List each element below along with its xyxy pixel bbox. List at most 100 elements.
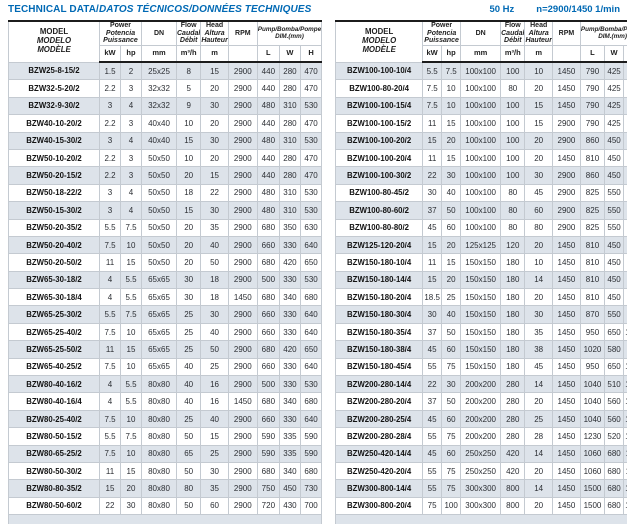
value-cell: 810 bbox=[579, 148, 606, 168]
value-cell: 2900 bbox=[227, 114, 258, 133]
table-row: BZW100-80-60/23750100x100806029008255508… bbox=[335, 201, 627, 220]
value-cell: 530 bbox=[299, 131, 323, 150]
value-cell: 100x100 bbox=[460, 183, 502, 203]
value-cell: 30 bbox=[175, 288, 202, 307]
value-cell: 280 bbox=[278, 61, 302, 81]
table-row: BZW80-50-30/2 11 15 80x80 50 30 2900 680 340 680 bbox=[8, 461, 323, 481]
value-cell: 1450 bbox=[551, 375, 581, 394]
model-cell: BZW50-15-30/2 bbox=[8, 201, 100, 220]
value-cell: 280 bbox=[500, 375, 526, 394]
value-cell: 30 bbox=[422, 305, 443, 324]
value-cell: 450 bbox=[604, 270, 625, 290]
model-cell: BZW32-9-30/2 bbox=[8, 96, 100, 116]
value-cell: 60 bbox=[441, 409, 462, 429]
value-cell: 640 bbox=[299, 409, 323, 429]
value-cell: 75 bbox=[441, 357, 462, 377]
value-cell: 1450 bbox=[551, 253, 581, 272]
model-cell: BZW200-280-25/4 bbox=[335, 409, 424, 429]
value-cell: 40 bbox=[441, 183, 462, 203]
value-cell: 80x80 bbox=[141, 444, 177, 463]
value-cell: 3 bbox=[120, 148, 142, 168]
table-row: BZW300-800-14/4 55 75 300x300 800 14 1450 1500 6… bbox=[335, 479, 627, 498]
value-cell: 180 bbox=[500, 305, 526, 324]
value-cell: 1020 bbox=[623, 409, 627, 429]
value-cell: 1450 bbox=[551, 235, 581, 255]
value-cell: 16 bbox=[200, 392, 229, 411]
value-cell: 7.5 bbox=[99, 322, 121, 342]
value-cell: 510 bbox=[604, 375, 625, 394]
value-cell: 25 bbox=[524, 409, 553, 429]
value-cell: 100 bbox=[500, 61, 526, 81]
value-cell: 530 bbox=[299, 375, 323, 394]
model-cell: BZW80-40-16/2 bbox=[8, 375, 100, 394]
value-cell: 825 bbox=[579, 201, 606, 220]
value-cell: 730 bbox=[299, 479, 323, 498]
value-cell: 65x65 bbox=[141, 270, 177, 290]
unit-h: H bbox=[623, 45, 627, 63]
value-cell: 2900 bbox=[551, 201, 581, 220]
value-cell: 1020 bbox=[623, 392, 627, 411]
value-cell: 7.5 bbox=[99, 235, 121, 255]
value-cell: 450 bbox=[604, 131, 625, 150]
value-cell: 880 bbox=[623, 148, 627, 168]
model-cell: BZW250-420-14/4 bbox=[335, 444, 424, 463]
value-cell: 20 bbox=[200, 148, 229, 168]
value-cell: 1060 bbox=[579, 461, 606, 481]
value-cell: 22 bbox=[422, 375, 443, 394]
value-cell: 150x150 bbox=[460, 253, 502, 272]
value-cell: 7.5 bbox=[441, 61, 462, 81]
table-row: BZW250-420-14/4 45 60 250x250 420 14 1450 1060 6… bbox=[335, 444, 627, 463]
value-cell: 20 bbox=[200, 79, 229, 98]
table-row: BZW50-18-22/2 3 4 50x50 18 22 2900 480 310 530 bbox=[8, 183, 323, 203]
value-cell: 30 bbox=[524, 305, 553, 324]
dn-header: DN bbox=[460, 20, 502, 46]
value-cell: 15 bbox=[524, 96, 553, 116]
value-cell: 22 bbox=[200, 183, 229, 203]
value-cell: 470 bbox=[299, 61, 323, 81]
value-cell: 20 bbox=[524, 235, 553, 255]
left-table: MODEL MODELO MODÈLE Power Potencia Puiss… bbox=[8, 20, 323, 516]
model-cell: BZW32-5-20/2 bbox=[8, 79, 100, 98]
dim-header: Pump/Bomba/Pompe DIM.(mm) bbox=[256, 20, 323, 46]
value-cell: 7.5 bbox=[120, 427, 142, 446]
value-cell: 20 bbox=[175, 235, 202, 255]
value-cell: 7.5 bbox=[99, 444, 121, 463]
value-cell: 840 bbox=[623, 218, 627, 237]
value-cell: 45 bbox=[524, 357, 553, 377]
value-cell: 150x150 bbox=[460, 322, 502, 342]
value-cell: 30 bbox=[524, 166, 553, 185]
value-cell: 2900 bbox=[227, 148, 258, 168]
value-cell: 3 bbox=[99, 183, 121, 203]
value-cell: 480 bbox=[256, 96, 280, 116]
table-row: BZW80-40-16/4 4 5.5 80x80 40 16 1450 680 340 680 bbox=[8, 392, 323, 411]
value-cell: 450 bbox=[604, 166, 625, 185]
value-cell: 25 bbox=[441, 288, 462, 307]
value-cell: 440 bbox=[256, 166, 280, 185]
value-cell: 20 bbox=[524, 288, 553, 307]
flow-header: Flow Caudal Débit bbox=[175, 20, 202, 46]
value-cell: 180 bbox=[500, 340, 526, 359]
table-row: BZW200-280-14/4 22 30 200x200 280 14 1450 1040 5… bbox=[335, 375, 627, 394]
dim-header: Pump/Bomba/Pompe DIM.(mm) bbox=[579, 20, 627, 46]
value-cell: 22 bbox=[422, 166, 443, 185]
value-cell: 420 bbox=[500, 461, 526, 481]
value-cell: 500 bbox=[256, 270, 280, 290]
page-title-intl: DATOS TÉCNICOS/DONNÉES TECHNIQUES bbox=[98, 4, 312, 15]
value-cell: 1500 bbox=[579, 479, 606, 498]
model-cell: BZW50-20-15/2 bbox=[8, 166, 100, 185]
value-cell: 1.5 bbox=[99, 61, 121, 81]
value-cell: 250x250 bbox=[460, 444, 502, 463]
model-cell: BZW150-180-30/4 bbox=[335, 305, 424, 324]
value-cell: 2900 bbox=[227, 375, 258, 394]
value-cell: 80 bbox=[500, 201, 526, 220]
value-cell: 30 bbox=[200, 201, 229, 220]
value-cell: 560 bbox=[604, 392, 625, 411]
value-cell: 10 bbox=[120, 322, 142, 342]
value-cell: 25 bbox=[200, 357, 229, 377]
value-cell: 50 bbox=[200, 340, 229, 359]
unit-kw: kW bbox=[422, 45, 443, 63]
value-cell: 200x200 bbox=[460, 427, 502, 446]
value-cell: 425 bbox=[604, 61, 625, 81]
